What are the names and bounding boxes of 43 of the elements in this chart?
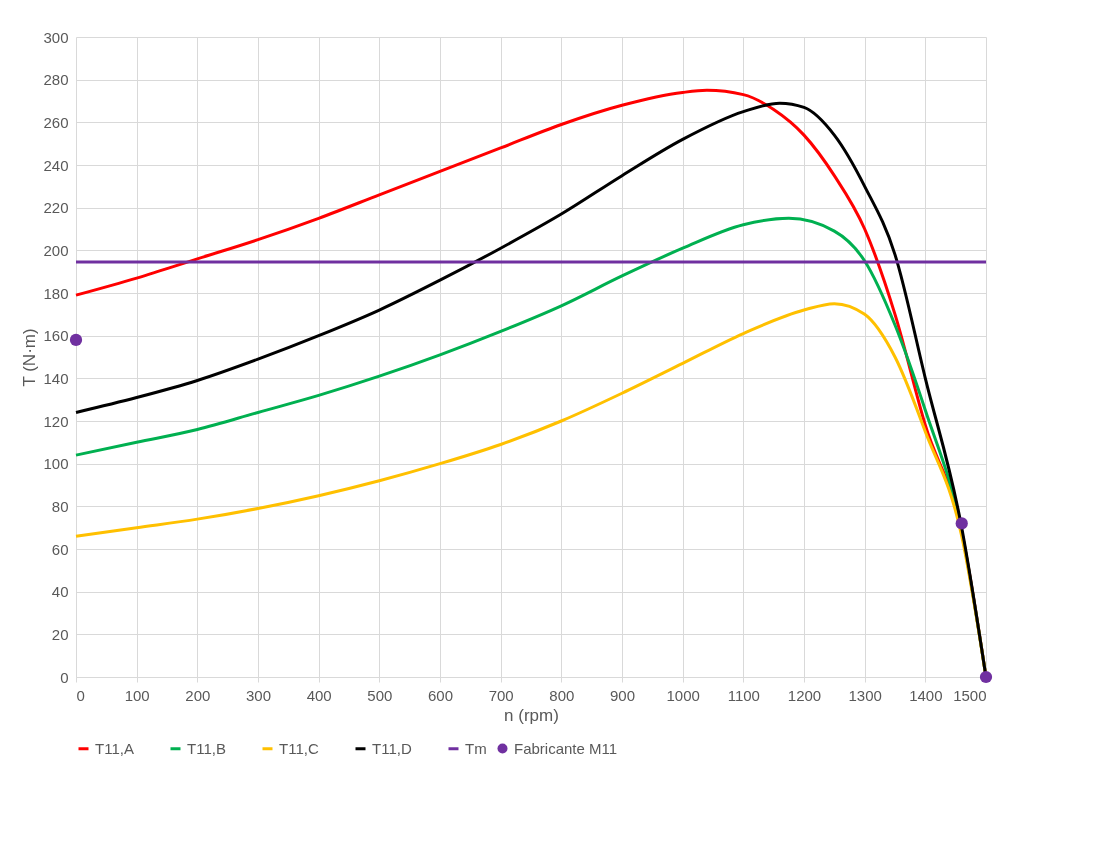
y-tick-label: 300 (43, 28, 69, 46)
point (955, 517, 968, 530)
y-tick-label: 240 (43, 156, 69, 174)
x-tick-label: 300 (245, 686, 272, 704)
point (69, 333, 83, 347)
y-tick-label: 260 (43, 113, 69, 131)
y-tick-label: 200 (43, 241, 69, 259)
x-tick-label: 800 (549, 686, 575, 704)
y-tick-label: 220 (43, 199, 69, 217)
y-tick-label: 20 (51, 625, 69, 643)
y-tick-label: 40 (51, 583, 69, 601)
y-tick-label: 140 (43, 369, 69, 387)
x-tick-label: 1000 (666, 686, 700, 704)
y-tick-label: 100 (43, 455, 69, 473)
x-tick-label: 1100 (727, 686, 760, 704)
y-tick-label: 80 (51, 497, 69, 515)
x-tick-label: 400 (306, 686, 332, 704)
x-tick-label: 100 (124, 686, 150, 704)
x-axis-title: n (rpm) (504, 705, 559, 725)
legend-label: T11,C (279, 739, 319, 757)
y-tick-label: 160 (43, 327, 69, 345)
x-tick-label: 200 (185, 686, 211, 704)
y-tick-label: 180 (43, 284, 69, 302)
legend-label: Fabricante M11 (514, 739, 618, 757)
y-axis-title: T (N·m) (20, 328, 40, 387)
x-tick-label: 1500 (953, 686, 987, 704)
legend-label: T11,B (187, 739, 226, 757)
legend-label: T11,A (95, 739, 134, 757)
x-tick-label: 0 (76, 686, 85, 704)
x-tick-label: 900 (609, 686, 636, 704)
x-tick-label: 700 (488, 686, 514, 704)
x-tick-label: 600 (427, 686, 454, 704)
x-tick-label: 1400 (909, 686, 943, 704)
point (979, 670, 993, 684)
x-tick-label: 500 (367, 686, 393, 704)
y-tick-label: 120 (43, 412, 69, 430)
legend-label: Tm (465, 739, 487, 757)
legend-label: T11,D (372, 739, 412, 757)
y-tick-label: 280 (43, 71, 69, 89)
y-tick-label: 0 (60, 668, 69, 686)
x-tick-label: 1200 (787, 686, 822, 704)
x-tick-label: 1300 (848, 686, 882, 704)
y-tick-label: 60 (51, 540, 69, 558)
